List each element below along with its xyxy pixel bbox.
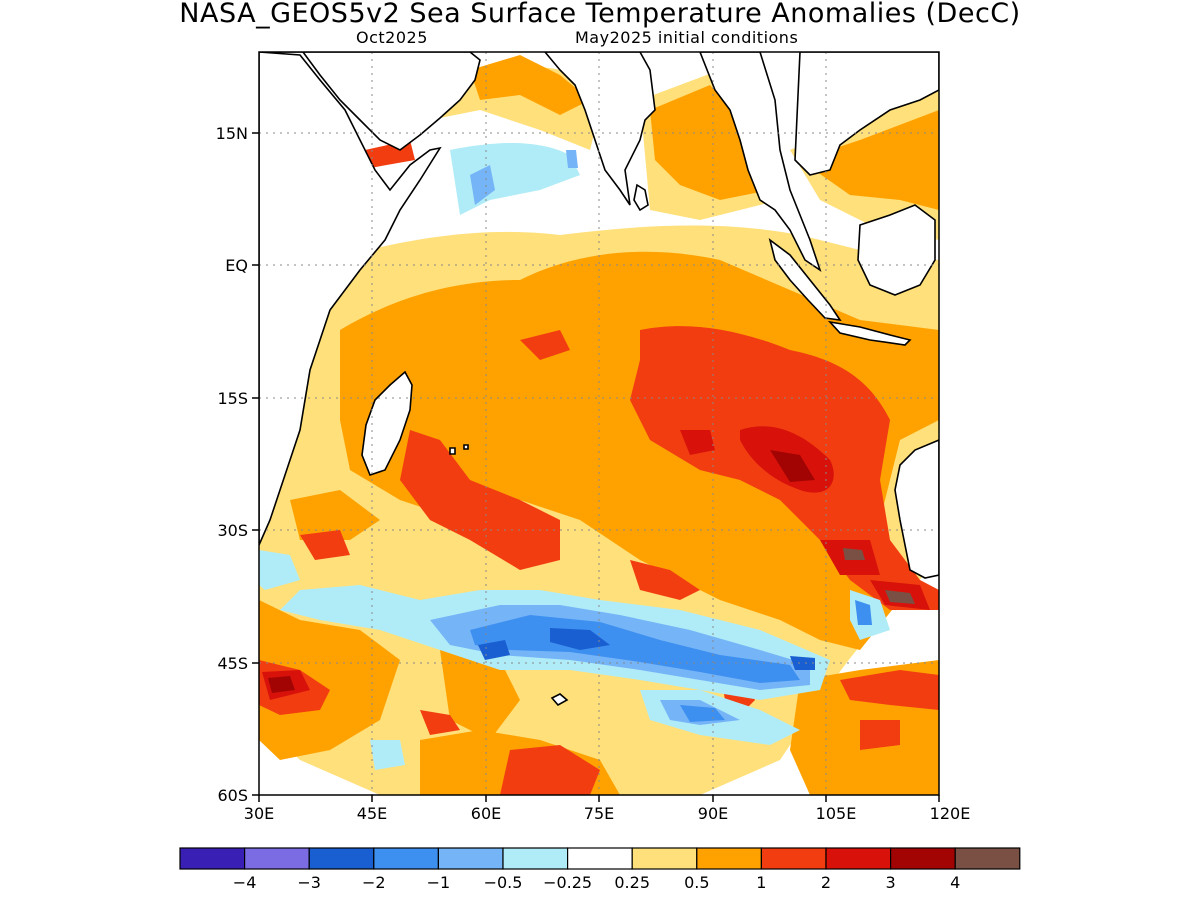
- anomaly-region-minus-0.25: [370, 740, 405, 770]
- java-coastline: [827, 320, 912, 346]
- anomaly-region-0.5-1: [470, 55, 590, 115]
- anomaly-region-minus-0.25: [259, 550, 300, 590]
- map-gridlines: [259, 52, 939, 795]
- colorbar-swatch: [308, 847, 375, 870]
- anomaly-region-minus-2: [550, 628, 610, 650]
- land-masses: [259, 52, 939, 707]
- australia-coastline: [894, 439, 939, 579]
- initial-conditions: May2025 initial conditions: [575, 28, 799, 47]
- colorbar-swatch: [179, 847, 246, 870]
- borneo-coastline: [857, 204, 936, 296]
- colorbar-label: −4: [233, 873, 257, 892]
- anomaly-region-0.5-1: [290, 490, 380, 540]
- anomaly-region-1-2: [420, 710, 460, 735]
- anomaly-region-3-4: [770, 450, 815, 482]
- lat-label: EQ: [225, 256, 248, 275]
- colorbar-label: −0.5: [484, 873, 523, 892]
- sri-lanka-coastline: [633, 183, 649, 212]
- anomaly-region-1-2: [860, 720, 900, 750]
- anomaly-region-minus-1: [680, 705, 725, 722]
- lat-label: 30S: [217, 521, 248, 540]
- lon-label: 90E: [698, 804, 728, 823]
- anomaly-region-above-4: [843, 548, 865, 560]
- chart-title: NASA_GEOS5v2 Sea Surface Temperature Ano…: [179, 0, 1021, 29]
- anomaly-region-minus-0.5: [566, 150, 578, 168]
- anomaly-region-minus-0.5: [470, 165, 495, 205]
- anomaly-region-1-2: [500, 745, 600, 795]
- colorbar-label: 0.25: [614, 873, 650, 892]
- anomaly-field: [259, 52, 939, 795]
- colorbar-swatch: [437, 847, 504, 870]
- anomaly-region-0.5-1: [440, 650, 520, 740]
- colorbar-swatch: [244, 847, 310, 870]
- anomaly-region-3-4: [268, 676, 295, 693]
- reunion-island: [463, 444, 469, 450]
- lon-label: 60E: [471, 804, 501, 823]
- axis-ticks: [252, 132, 940, 802]
- colorbar-label: 1: [756, 873, 766, 892]
- india-coastline: [543, 52, 656, 206]
- colorbar-label: 3: [886, 873, 896, 892]
- anomaly-region-1-2: [520, 330, 570, 360]
- colorbar-swatch: [760, 847, 827, 870]
- colorbar-label: 0.5: [684, 873, 709, 892]
- anomaly-region-minus-2: [790, 656, 815, 670]
- colorbar-swatch: [373, 847, 439, 870]
- anomaly-region-1-2: [300, 530, 350, 560]
- colorbar-swatch: [954, 847, 1021, 870]
- lat-label: 45S: [217, 654, 248, 673]
- lon-label: 120E: [930, 804, 971, 823]
- colorbar-label: −2: [362, 873, 386, 892]
- colorbar-label: −3: [297, 873, 321, 892]
- anomaly-region-0.5-1: [800, 110, 939, 210]
- africa-arabia-coastline: [259, 52, 481, 546]
- lat-label: 15N: [216, 124, 248, 143]
- lat-label: 60S: [217, 786, 248, 805]
- lon-label: 30E: [244, 804, 274, 823]
- lat-label: 15S: [217, 389, 248, 408]
- lon-label: 75E: [584, 804, 614, 823]
- kerguelen-island: [550, 693, 569, 707]
- colorbar-label: −0.25: [543, 873, 592, 892]
- anomaly-region-1-2: [400, 430, 560, 570]
- colorbar: −4 −3 −2 −1 −0.5 −0.25 0.25 0.5 1 2 3 4: [179, 847, 1021, 892]
- longitude-labels: 30E 45E 60E 75E 90E 105E 120E: [244, 804, 971, 823]
- lon-label: 105E: [816, 804, 857, 823]
- anomaly-region-above-4: [885, 590, 915, 604]
- anomaly-region-2-3: [680, 430, 715, 455]
- colorbar-label: 2: [821, 873, 831, 892]
- colorbar-swatch: [889, 847, 956, 870]
- colorbar-swatch: [502, 847, 569, 870]
- lon-label: 45E: [357, 804, 387, 823]
- mauritius-island: [449, 447, 456, 455]
- colorbar-swatch: [696, 847, 762, 870]
- forecast-month: Oct2025: [356, 28, 428, 47]
- indochina-coastline: [794, 52, 939, 176]
- anomaly-region-1-2: [630, 560, 700, 600]
- sumatra-coastline: [768, 238, 842, 322]
- anomaly-region-0.5-1: [259, 600, 400, 760]
- colorbar-label: −1: [427, 873, 451, 892]
- colorbar-swatch: [566, 847, 633, 870]
- anomaly-region-0.5-1: [650, 85, 770, 200]
- colorbar-label: 4: [950, 873, 960, 892]
- anomaly-region-1-2: [840, 670, 939, 710]
- anomaly-region-minus-1: [855, 600, 872, 625]
- colorbar-swatch: [825, 847, 892, 870]
- latitude-labels: 15N EQ 15S 30S 45S 60S: [216, 124, 248, 805]
- colorbar-swatch: [631, 847, 698, 870]
